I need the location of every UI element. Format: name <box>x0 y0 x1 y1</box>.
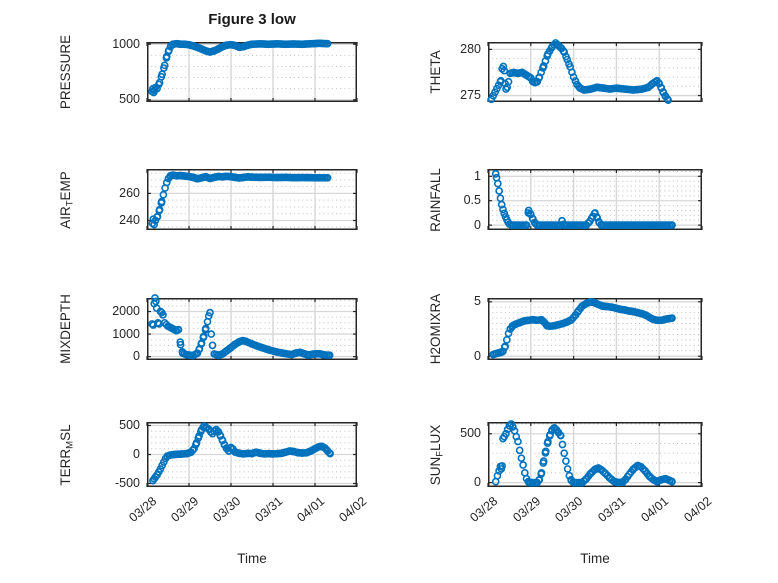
y-tick-label-terr-msl: 500 <box>119 417 140 432</box>
x-tick-label: 03/28 <box>126 494 159 525</box>
x-tick-label: 03/29 <box>168 494 201 525</box>
series-terr-msl <box>149 422 334 485</box>
y-tick-label-air-temp: 240 <box>119 213 140 227</box>
series-air-temp <box>148 171 332 229</box>
x-axis-label-left: Time <box>237 551 267 566</box>
y-tick-label-rainfall: 0 <box>474 217 481 232</box>
x-tick-label: 03/28 <box>467 494 500 525</box>
y-tick-label-terr-msl: -500 <box>114 476 140 491</box>
x-tick-label: 04/01 <box>294 494 327 525</box>
y-tick-label-air-temp: 260 <box>119 185 140 200</box>
x-tick-label: 03/31 <box>595 494 629 525</box>
x-tick-label: 03/29 <box>509 494 543 525</box>
series-sun-flux <box>491 420 676 487</box>
subplot-terr-msl <box>146 422 358 487</box>
subplot-sun-flux <box>487 420 703 487</box>
y-axis-label-subscript: F <box>434 450 446 457</box>
x-tick-label: 04/01 <box>638 494 672 525</box>
subplot-h2omixra <box>487 297 703 360</box>
x-tick-label: 03/30 <box>552 494 586 525</box>
series-pressure <box>148 39 332 97</box>
series-h2omixra <box>489 297 676 359</box>
y-tick-label-theta: 275 <box>460 88 481 103</box>
series-mixdepth <box>148 294 334 360</box>
y-tick-label-mixdepth: 2000 <box>112 304 140 319</box>
x-tick-label: 03/31 <box>252 494 285 525</box>
y-tick-label-sun-flux: 500 <box>460 426 481 441</box>
series-rainfall <box>491 170 676 229</box>
y-tick-label-pressure: 500 <box>119 92 140 107</box>
subplot-air-temp <box>146 169 358 230</box>
subplot-mixdepth <box>146 294 358 360</box>
y-axis-label-sun-flux: SUNFLUX <box>427 355 446 555</box>
subplot-pressure <box>146 39 358 102</box>
y-tick-label-mixdepth: 0 <box>133 349 140 364</box>
subplot-rainfall <box>487 169 703 230</box>
y-tick-label-pressure: 1000 <box>112 36 140 51</box>
x-tick-label: 04/02 <box>336 494 369 525</box>
x-tick-label: 03/30 <box>210 494 243 525</box>
x-axis-label-right: Time <box>580 551 610 566</box>
y-tick-label-h2omixra: 0 <box>474 348 481 363</box>
x-tick-label: 04/02 <box>681 494 714 525</box>
series-theta <box>487 39 673 105</box>
y-tick-label-theta: 280 <box>460 41 481 56</box>
y-tick-label-mixdepth: 1000 <box>112 326 140 341</box>
y-tick-label-terr-msl: 0 <box>133 447 140 461</box>
y-tick-label-h2omixra: 5 <box>474 294 481 309</box>
y-tick-label-rainfall: 1 <box>474 168 481 183</box>
subplot-theta <box>487 39 703 105</box>
y-tick-label-sun-flux: 0 <box>474 475 481 490</box>
y-tick-label-rainfall: 0.5 <box>463 193 481 208</box>
figure-title: Figure 3 low <box>208 11 296 28</box>
